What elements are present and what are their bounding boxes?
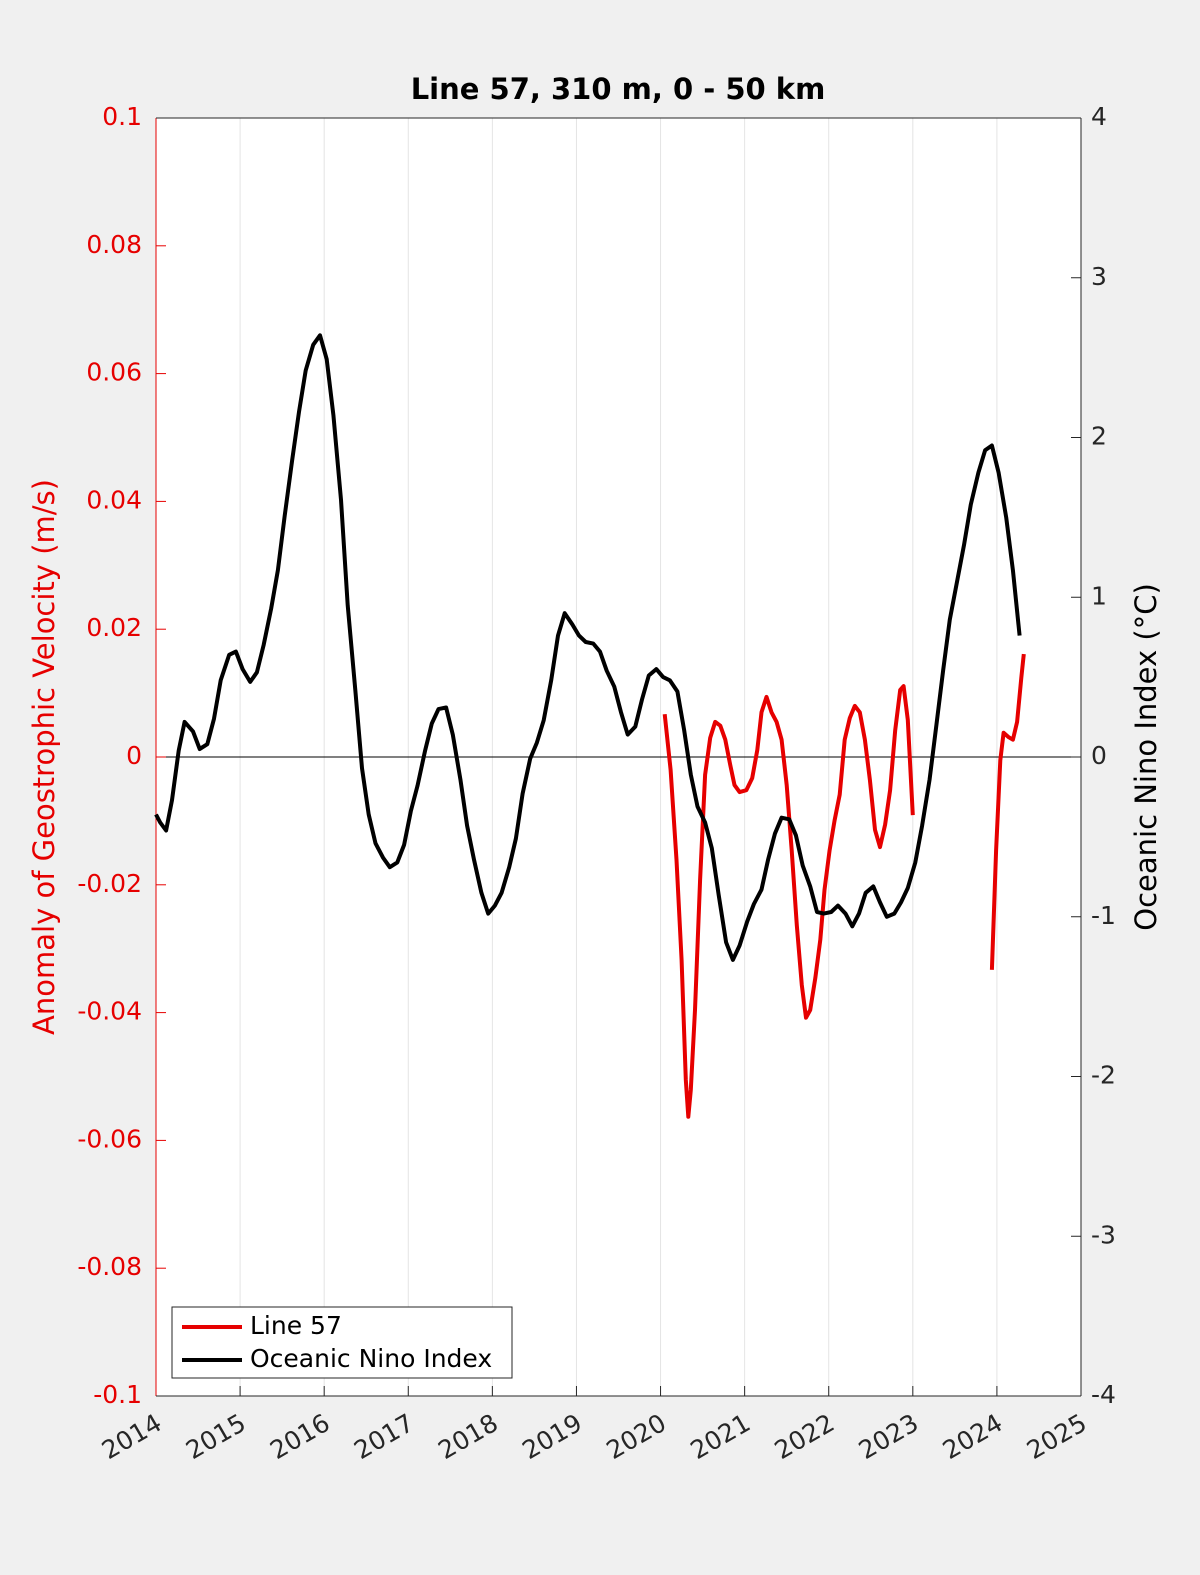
y-tick-label: -0.02 (77, 869, 142, 898)
y2-tick-label: 0 (1091, 741, 1107, 770)
y-tick-label: 0.1 (102, 102, 142, 131)
y-tick-label: 0.08 (86, 230, 142, 259)
legend-label: Oceanic Nino Index (250, 1344, 492, 1373)
y2-tick-label: 2 (1091, 422, 1107, 451)
y2-tick-label: -4 (1091, 1380, 1116, 1409)
x-tick-label: 2025 (1022, 1408, 1092, 1465)
x-tick-label: 2018 (433, 1408, 503, 1465)
x-tick-label: 2021 (686, 1408, 756, 1465)
x-tick-label: 2014 (97, 1408, 167, 1465)
y-axis-label: Anomaly of Geostrophic Velocity (m/s) (27, 479, 61, 1035)
x-tick-label: 2017 (349, 1408, 419, 1465)
x-tick-label: 2015 (181, 1408, 251, 1465)
y2-axis-label: Oceanic Nino Index (°C) (1129, 583, 1163, 931)
y-tick-label: -0.06 (77, 1124, 142, 1153)
y-tick-label: -0.04 (77, 997, 142, 1026)
x-tick-label: 2022 (770, 1408, 840, 1465)
legend-box (171, 1306, 513, 1379)
series-line (154, 333, 1022, 962)
y-tick-label: -0.1 (93, 1380, 142, 1409)
x-tick-label: 2019 (517, 1408, 587, 1465)
y-tick-label: 0.06 (86, 358, 142, 387)
x-tick-label: 2023 (854, 1408, 924, 1465)
legend-label: Line 57 (250, 1311, 342, 1340)
y2-tick-label: 1 (1091, 581, 1107, 610)
y-tick-label: 0.04 (86, 485, 142, 514)
y2-tick-label: -1 (1091, 901, 1116, 930)
y2-tick-label: -2 (1091, 1061, 1116, 1090)
chart-title: Line 57, 310 m, 0 - 50 km (411, 72, 826, 106)
y2-tick-label: 4 (1091, 102, 1107, 131)
y-tick-label: -0.08 (77, 1252, 142, 1281)
y-tick-label: 0.02 (86, 613, 142, 642)
y2-tick-label: 3 (1091, 262, 1107, 291)
x-tick-label: 2016 (265, 1408, 335, 1465)
y-tick-label: 0 (126, 741, 142, 770)
y2-tick-label: -3 (1091, 1220, 1116, 1249)
x-tick-label: 2024 (938, 1408, 1008, 1465)
x-tick-label: 2020 (601, 1408, 671, 1465)
